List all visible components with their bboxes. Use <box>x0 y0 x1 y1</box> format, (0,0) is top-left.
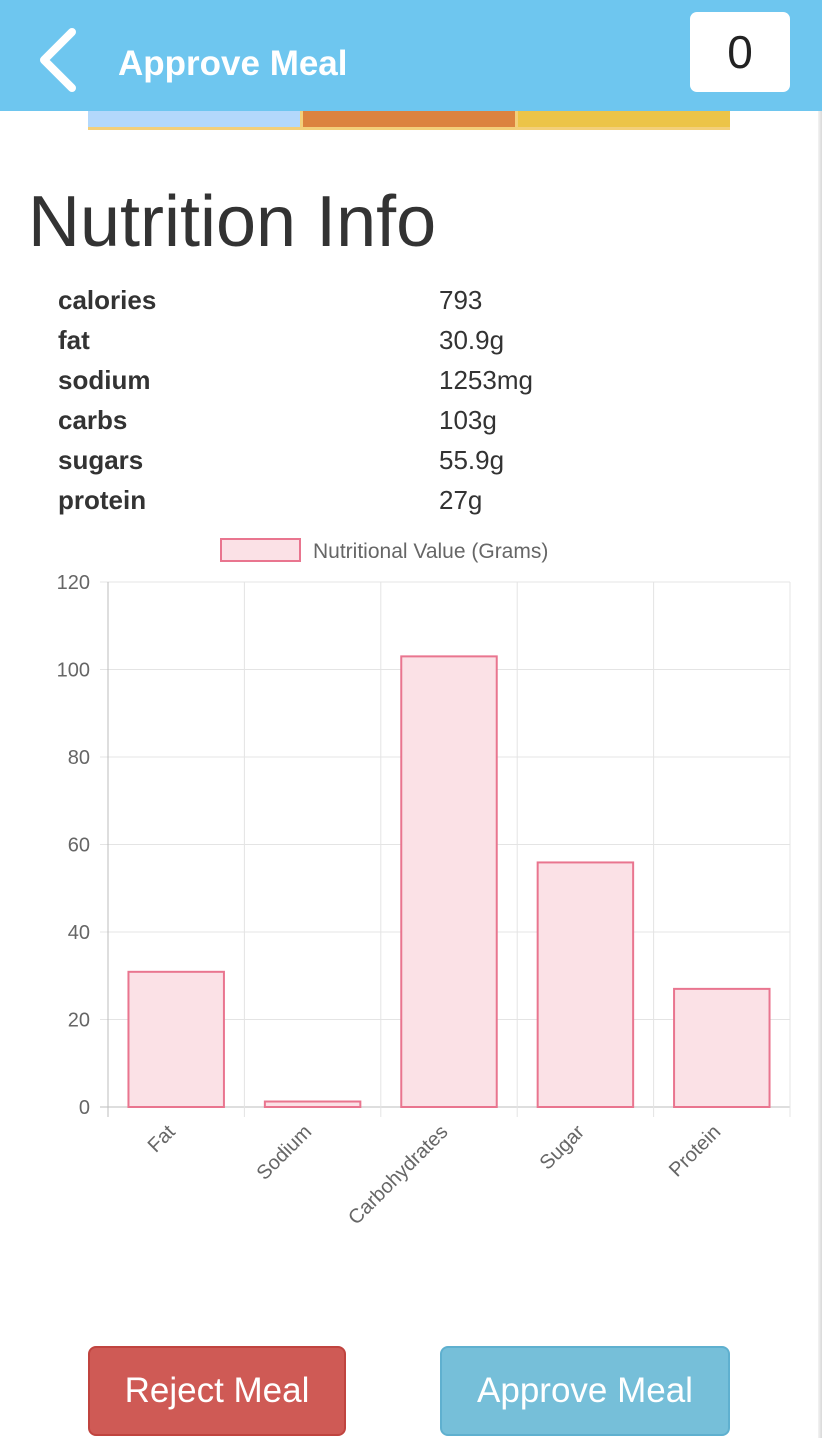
nutrition-label: sodium <box>58 365 151 395</box>
nutrition-value: 793 <box>439 285 483 315</box>
chevron-left-icon <box>40 28 76 92</box>
nutrition-value: 30.9g <box>439 325 505 355</box>
header-title: Approve Meal <box>118 44 348 83</box>
x-tick-label: Carbohydrates <box>344 1121 452 1229</box>
nutrition-row: fat 30.9g <box>58 320 533 360</box>
y-tick-label: 60 <box>68 835 90 857</box>
color-strip <box>88 111 730 130</box>
reject-meal-button[interactable]: Reject Meal <box>88 1346 346 1436</box>
nutrition-value: 27g <box>439 485 483 515</box>
x-tick-label: Fat <box>144 1121 180 1157</box>
color-strip-segment <box>303 111 515 127</box>
chart-bar <box>127 970 225 1108</box>
nutrition-table: calories 793 fat 30.9g sodium 1253mg carbs 103g… <box>58 280 533 520</box>
nutrition-row: protein 27g <box>58 480 533 520</box>
nutrition-label: calories <box>58 285 157 315</box>
legend-label: Nutritional Value (Grams) <box>313 540 548 563</box>
scroll-edge <box>818 111 822 1438</box>
legend-swatch <box>220 538 301 562</box>
y-tick-label: 0 <box>79 1097 90 1119</box>
y-tick-label: 40 <box>68 922 90 944</box>
nutrition-row: carbs 103g <box>58 400 533 440</box>
page-title: Nutrition Info <box>28 182 437 262</box>
app-header: Approve Meal 0 <box>0 0 822 111</box>
color-strip-segment <box>518 111 730 127</box>
y-tick-label: 80 <box>68 747 90 769</box>
nutrition-value: 103g <box>439 405 497 435</box>
nutrition-label: sugars <box>58 445 144 475</box>
y-tick-label: 20 <box>68 1010 90 1032</box>
chart-bar <box>673 987 771 1108</box>
nutrition-value: 55.9g <box>439 445 505 475</box>
y-tick-label: 120 <box>57 572 90 594</box>
nutrition-label: carbs <box>58 405 128 435</box>
nutrition-label: fat <box>58 325 90 355</box>
nutrition-value: 1253mg <box>439 365 533 395</box>
nutrition-row: sugars 55.9g <box>58 440 533 480</box>
nutrition-bar-chart: 0 20 40 60 80 100 120 Fat Sodium Carbohydrates Sug… <box>57 538 791 1229</box>
y-tick-label: 100 <box>57 660 90 682</box>
x-tick-label: Sugar <box>536 1121 590 1175</box>
nutrition-label: protein <box>58 485 147 515</box>
meal-count-badge: 0 <box>690 12 790 92</box>
x-tick-label: Sodium <box>253 1121 317 1185</box>
color-strip-segment <box>88 111 300 127</box>
nutrition-row: calories 793 <box>58 280 533 320</box>
back-button[interactable] <box>28 22 92 98</box>
chart-bar <box>263 1100 362 1109</box>
x-tick-label: Protein <box>665 1121 725 1181</box>
chart-bar <box>400 655 498 1108</box>
approve-meal-button[interactable]: Approve Meal <box>440 1346 730 1436</box>
nutrition-row: sodium 1253mg <box>58 360 533 400</box>
chart-bar <box>536 861 635 1108</box>
